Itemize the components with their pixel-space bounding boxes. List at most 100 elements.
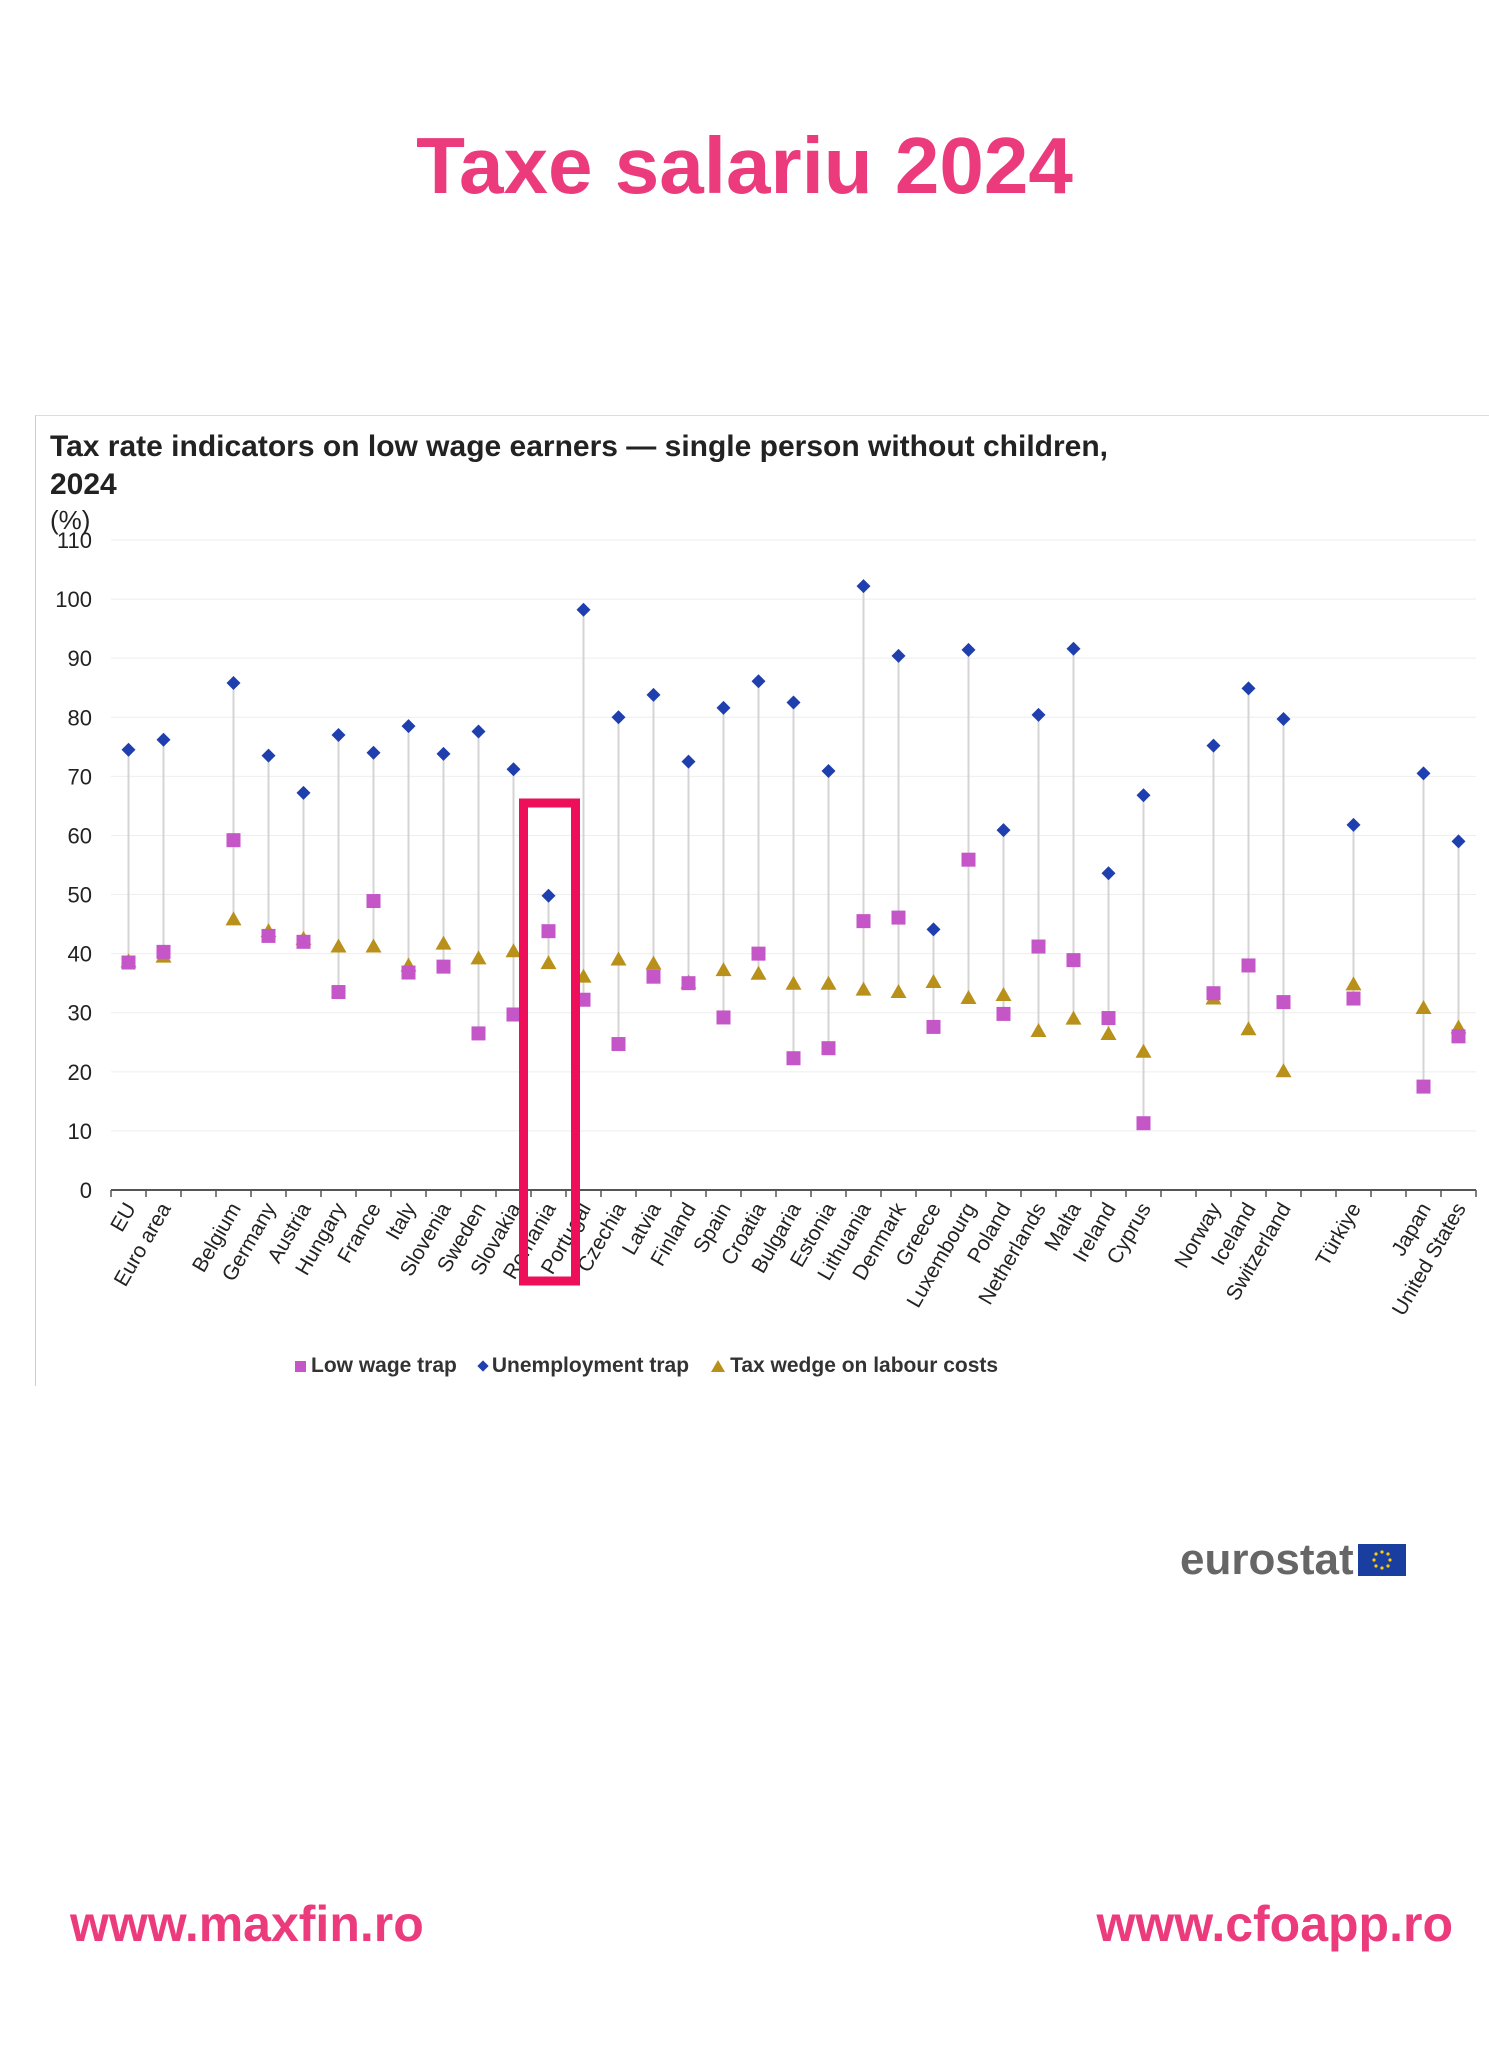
tax-wedge-point [1275, 1063, 1292, 1078]
low-wage-trap-point [716, 1010, 731, 1025]
low-wage-trap-point [611, 1037, 626, 1052]
unemployment-trap-point [1101, 866, 1116, 881]
legend-label: Tax wedge on labour costs [730, 1354, 999, 1377]
footer-link-cfoapp[interactable]: www.cfoapp.ro [1096, 1896, 1454, 1952]
footer-link-maxfin[interactable]: www.maxfin.ro [70, 1896, 424, 1952]
unemployment-trap-point [1241, 681, 1256, 696]
tax-wedge-point [225, 911, 242, 926]
eu-flag-icon [1357, 1544, 1406, 1576]
unemployment-trap-point [996, 823, 1011, 838]
unemployment-trap-point [1206, 738, 1221, 753]
low-wage-trap-point [1136, 1116, 1151, 1131]
page-title: Taxe salariu 2024 [416, 121, 1073, 210]
tax-wedge-point [365, 938, 382, 953]
unemployment-trap-point [1276, 712, 1291, 727]
y-tick-label: 30 [68, 1001, 92, 1026]
unemployment-trap-point [751, 674, 766, 689]
tax-wedge-point [540, 955, 557, 970]
tax-wedge-point [1030, 1023, 1047, 1038]
unemployment-trap-point [296, 785, 311, 800]
tax-wedge-point [820, 975, 837, 990]
tax-wedge-point [330, 938, 347, 953]
unemployment-trap-point [471, 724, 486, 739]
tax-wedge-point [925, 974, 942, 988]
tax-wedge-point [785, 975, 802, 990]
tax-wedge-point [890, 984, 907, 999]
low-wage-trap-point [261, 928, 276, 943]
tax-wedge-point [1345, 976, 1362, 991]
low-wage-trap-point [1416, 1079, 1431, 1094]
unemployment-trap-point [926, 922, 941, 937]
unemployment-trap-point [401, 719, 416, 734]
y-tick-label: 80 [68, 705, 92, 730]
y-tick-label: 10 [68, 1119, 92, 1144]
unemployment-trap-point [681, 754, 696, 769]
y-tick-label: 0 [80, 1178, 92, 1203]
low-wage-trap-point [1276, 995, 1291, 1010]
low-wage-trap-point [646, 969, 661, 984]
unemployment-trap-point [1066, 641, 1081, 656]
low-wage-trap-point [541, 924, 556, 939]
chart-legend: Low wage trap Unemployment trap Tax wedg… [295, 1354, 998, 1378]
legend-label: Low wage trap [311, 1354, 457, 1377]
tax-wedge-point [1415, 1000, 1432, 1014]
legend-label: Unemployment trap [491, 1354, 690, 1377]
y-tick-label: 110 [57, 528, 92, 553]
y-tick-label: 100 [55, 587, 92, 612]
unemployment-trap-point [1136, 788, 1151, 803]
low-wage-trap-point [1206, 986, 1221, 1001]
unemployment-trap-point [226, 676, 241, 690]
low-wage-trap-point [926, 1019, 941, 1034]
chart-container [35, 415, 1489, 1386]
y-tick-label: 40 [68, 942, 92, 967]
y-axis-unit: (%) [50, 505, 91, 535]
eurostat-logo-text: eurostat [1180, 1535, 1354, 1584]
low-wage-trap-point [1066, 953, 1081, 968]
y-tick-label: 20 [68, 1060, 92, 1085]
low-wage-trap-point [506, 1007, 521, 1022]
unemployment-trap-point [611, 710, 626, 725]
tax-wedge-point [610, 951, 627, 966]
unemployment-trap-point [646, 687, 661, 702]
low-wage-trap-point [1031, 939, 1046, 954]
unemployment-trap-point [1451, 834, 1466, 849]
unemployment-trap-point [121, 742, 136, 757]
low-wage-trap-point [681, 976, 696, 991]
unemployment-trap-point [261, 748, 276, 763]
unemployment-trap-point [786, 695, 801, 710]
low-wage-trap-point [996, 1006, 1011, 1021]
unemployment-trap-point [331, 728, 346, 742]
unemployment-trap-point [1416, 766, 1431, 781]
tax-wedge-point [1240, 1021, 1257, 1036]
y-tick-label: 70 [68, 764, 92, 789]
low-wage-trap-point [331, 985, 346, 1000]
tax-wedge-point [715, 962, 732, 977]
unemployment-trap-point [1031, 707, 1046, 722]
unemployment-trap-point [506, 762, 521, 777]
eurostat-logo: eurostat [1180, 1535, 1406, 1585]
y-tick-label: 50 [68, 883, 92, 908]
x-tick-label: EU [106, 1199, 141, 1236]
low-wage-trap-point [471, 1026, 486, 1041]
tax-wedge-point [505, 943, 522, 958]
tax-wedge-point [645, 955, 662, 970]
x-tick-label: Türkiye [1311, 1199, 1365, 1270]
low-wage-trap-point [436, 959, 451, 974]
low-wage-trap-point [821, 1041, 836, 1056]
unemployment-trap-point [891, 648, 906, 663]
low-wage-trap-point [226, 833, 241, 848]
low-wage-trap-point [1346, 991, 1361, 1006]
low-wage-trap-point [401, 965, 416, 980]
square-marker-icon [295, 1360, 306, 1372]
tax-wedge-point [995, 987, 1012, 1001]
tax-wedge-point [1100, 1026, 1117, 1040]
tax-wedge-point [960, 989, 977, 1004]
legend-unemployment-trap: Unemployment trap [477, 1354, 690, 1378]
low-wage-trap-point [366, 894, 381, 909]
highlight-box [519, 798, 580, 1286]
legend-low-wage-trap: Low wage trap [295, 1354, 457, 1378]
low-wage-trap-point [121, 955, 136, 970]
unemployment-trap-point [541, 888, 556, 903]
unemployment-trap-point [821, 764, 836, 779]
unemployment-trap-point [1346, 817, 1361, 832]
